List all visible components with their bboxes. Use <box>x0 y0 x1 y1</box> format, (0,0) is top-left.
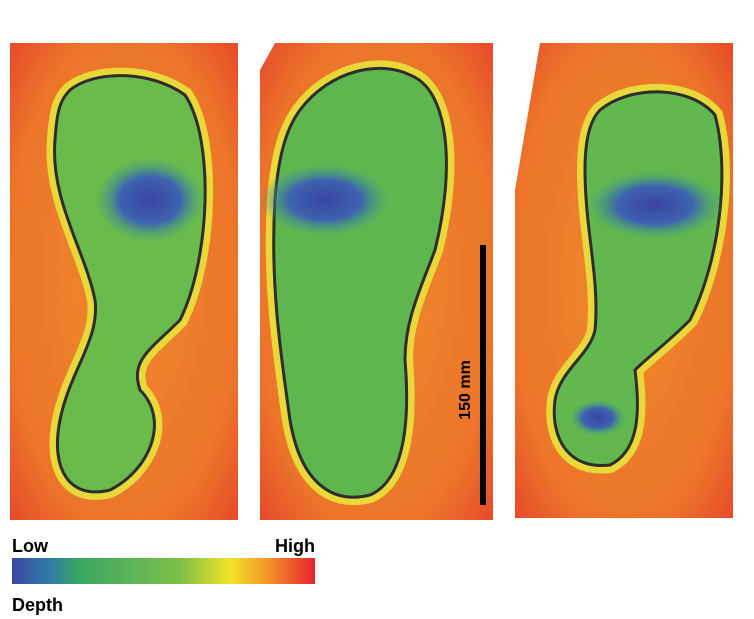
colorbar-high-label: High <box>275 536 315 556</box>
colorbar-low-label: Low <box>12 536 49 556</box>
colorbar: Low High Depth <box>12 536 315 615</box>
colorbar-title: Depth <box>12 595 63 615</box>
deep-region <box>570 400 626 436</box>
panel-3 <box>515 43 733 518</box>
panel-1 <box>10 43 238 520</box>
panel-2: 150 mm <box>260 43 493 520</box>
deep-region <box>95 158 205 242</box>
deep-region <box>260 164 390 236</box>
colorbar-gradient <box>12 558 315 584</box>
scale-bar-label: 150 mm <box>457 360 474 420</box>
deep-region <box>587 171 723 239</box>
scale-bar <box>480 245 486 505</box>
